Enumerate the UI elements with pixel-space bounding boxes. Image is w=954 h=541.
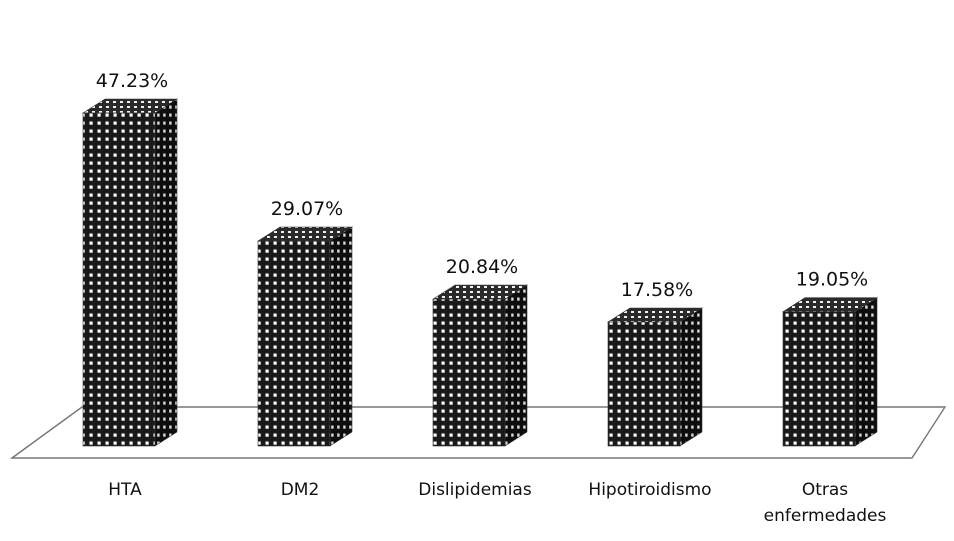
category-label: Dislipidemias <box>418 480 532 500</box>
bar-side-face <box>504 284 528 447</box>
bar-side-face <box>854 297 878 447</box>
value-label: 47.23% <box>96 70 168 92</box>
labels-group: 47.23% HTA 29.07% DM2 20.84% Dislipidemias 17.… <box>96 70 887 526</box>
value-label: 19.05% <box>796 269 868 291</box>
bar-dm2 <box>256 226 354 447</box>
bar-front-face <box>782 311 856 447</box>
category-label: DM2 <box>281 480 320 500</box>
bar-otras-enfermedades <box>781 297 879 447</box>
category-label: Hipotiroidismo <box>588 480 711 500</box>
category-label: Otras enfermedades <box>764 480 887 526</box>
bar-front-face <box>607 321 681 447</box>
bar-front-face <box>82 112 156 447</box>
bar-hipotiroidismo <box>606 307 704 447</box>
bar-side-face <box>679 307 703 447</box>
value-label: 20.84% <box>446 256 518 278</box>
bars-group <box>81 98 879 447</box>
category-label: HTA <box>108 480 142 500</box>
bar-side-face <box>154 98 178 447</box>
value-label: 29.07% <box>271 198 343 220</box>
value-label: 17.58% <box>621 279 693 301</box>
bar-hta <box>81 98 179 447</box>
bar-dislipidemias <box>431 284 529 447</box>
bar-front-face <box>432 298 506 447</box>
bar-side-face <box>329 226 353 447</box>
bar-front-face <box>257 240 331 447</box>
